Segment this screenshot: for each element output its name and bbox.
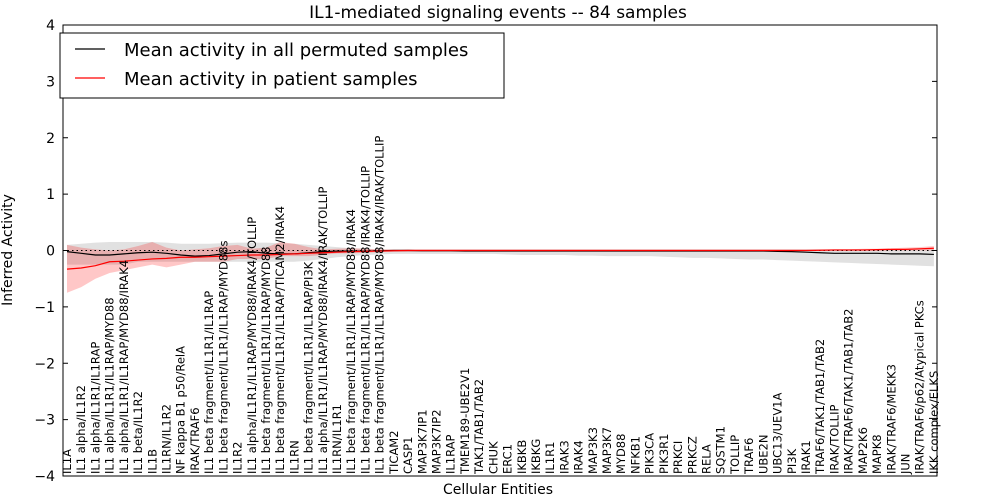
category-label: IL1 alpha/IL1R2 <box>74 385 88 474</box>
category-label: IL1RAP <box>444 434 458 474</box>
y-tick-label: −1 <box>34 300 55 316</box>
category-label: MYD88 <box>614 434 628 474</box>
chart-title: IL1-mediated signaling events -- 84 samp… <box>309 3 687 23</box>
x-axis-label: Cellular Entities <box>443 482 553 498</box>
category-label: IRAK/TOLLIP <box>827 405 841 474</box>
category-label: IL1 alpha/IL1R1/IL1RAP/MYD88/IRAK4/IRAK/… <box>316 187 330 474</box>
category-label: IRAK/TRAF6/MEKK3 <box>884 364 898 474</box>
category-label: CASP1 <box>401 437 415 474</box>
y-tick-label: 0 <box>46 244 55 260</box>
category-label: PI3K <box>785 448 799 474</box>
category-label: IRAK3 <box>557 440 571 474</box>
y-tick-label: −2 <box>34 356 55 372</box>
category-label: IL1RN <box>287 440 301 474</box>
category-label: MAP3K7IP2 <box>430 409 444 474</box>
category-label: TMEM189-UBE2V1 <box>458 368 472 475</box>
category-label: IKBKB <box>515 440 529 474</box>
legend: Mean activity in all permuted samples Me… <box>59 32 505 99</box>
category-label: IL1 beta fragment/IL1R1/IL1RAP/TICAM2/IR… <box>273 206 287 474</box>
category-label: IL1 beta fragment/IL1R1/IL1RAP/MYD88/IRA… <box>373 136 387 474</box>
category-label: IL1R2 <box>231 442 245 474</box>
category-label: IRAK/TRAF6/TAK1/TAB1/TAB2 <box>842 309 856 474</box>
category-label: UBE2N <box>756 435 770 475</box>
category-label: IL1 beta/IL1R2 <box>131 391 145 474</box>
category-label: IL1 beta fragment/IL1R1/IL1RAP <box>202 291 216 474</box>
category-label: ERC1 <box>501 444 515 474</box>
category-label: IKK complex/ELKS <box>927 371 941 474</box>
category-label: MAP2K6 <box>856 427 870 474</box>
category-label: PRKCI <box>671 441 685 474</box>
category-label: TRAF6 <box>742 438 756 475</box>
category-label: NFKB1 <box>628 436 642 474</box>
y-tick-label: −4 <box>34 469 55 485</box>
y-tick-label: 2 <box>46 131 55 147</box>
category-label: IL1 alpha/IL1R1/IL1RAP/MYD88/IRAK4/TOLLI… <box>245 217 259 474</box>
category-label: IL1 beta fragment/IL1R1/IL1RAP/MYD88/IRA… <box>358 166 372 474</box>
category-label: IL1 beta fragment/IL1R1/IL1RAP/MYD88/IRA… <box>344 209 358 474</box>
category-label: IKBKG <box>529 439 543 474</box>
category-label: IL1RN/IL1R2 <box>159 404 173 474</box>
y-axis-label: Inferred Activity <box>0 194 16 306</box>
category-label: UBC13/UEV1A <box>771 392 785 474</box>
category-label: IL1RN/IL1R1 <box>330 404 344 474</box>
legend-box <box>59 32 505 99</box>
category-label: IL1R1 <box>543 442 557 474</box>
category-label: IL1 alpha/IL1R1/IL1RAP <box>88 342 102 474</box>
patient-series-line <box>66 247 934 270</box>
y-tick-label: −3 <box>34 413 55 429</box>
category-label: IRAK/TRAF6/p62/Atypical PKCs <box>913 300 927 474</box>
category-label: NF kappa B1 p50/RelA <box>174 346 188 474</box>
category-label: TICAM2 <box>387 430 401 475</box>
plot-area <box>63 242 937 293</box>
category-label: MAP3K3 <box>586 427 600 474</box>
category-label: IL1 alpha/IL1R1/IL1RAP/MYD88/IRAK4 <box>117 260 131 474</box>
category-label: IRAK/TRAF6 <box>188 407 202 474</box>
legend-label-permuted: Mean activity in all permuted samples <box>124 40 468 61</box>
category-label: IRAK4 <box>572 440 586 474</box>
category-label: IL1 beta fragment/IL1R1/IL1RAP/PI3K <box>302 261 316 474</box>
y-axis: −4 −3 −2 −1 0 1 2 3 4 <box>34 18 938 485</box>
category-label: IL1 alpha/IL1R1/IL1RAP/MYD88 <box>103 297 117 474</box>
category-label: MAP3K7IP1 <box>415 409 429 474</box>
y-tick-label: 1 <box>46 187 55 203</box>
category-label: MAP3K7 <box>600 427 614 474</box>
category-label: MAPK8 <box>870 434 884 474</box>
category-label: PRKCZ <box>685 436 699 474</box>
category-label: IL1A <box>60 449 74 474</box>
category-label: IL1 beta fragment/IL1R1/IL1RAP/MYD88 <box>259 247 273 474</box>
category-label: TRAF6/TAK1/TAB1/TAB2 <box>813 339 827 475</box>
category-label: IRAK1 <box>799 440 813 474</box>
legend-label-patient: Mean activity in patient samples <box>124 69 418 90</box>
permuted-band <box>67 242 934 267</box>
category-label: IL1 beta fragment/IL1R1/IL1RAP/MYD88s <box>216 241 230 474</box>
category-label: TAK1/TAB1/TAB2 <box>472 379 486 475</box>
category-label: SQSTM1 <box>714 426 728 474</box>
category-label: JUN <box>898 454 912 475</box>
category-label: TOLLIP <box>728 435 742 475</box>
category-label: IL1B <box>145 449 159 474</box>
y-tick-label: 3 <box>46 74 55 90</box>
category-labels: IL1A IL1 alpha/IL1R2 IL1 alpha/IL1R1/IL1RA… <box>60 136 941 475</box>
category-label: PIK3CA <box>643 433 657 474</box>
category-label: CHUK <box>486 441 500 474</box>
category-label: PIK3R1 <box>657 434 671 475</box>
y-tick-label: 4 <box>46 18 55 34</box>
category-label: RELA <box>700 444 714 474</box>
